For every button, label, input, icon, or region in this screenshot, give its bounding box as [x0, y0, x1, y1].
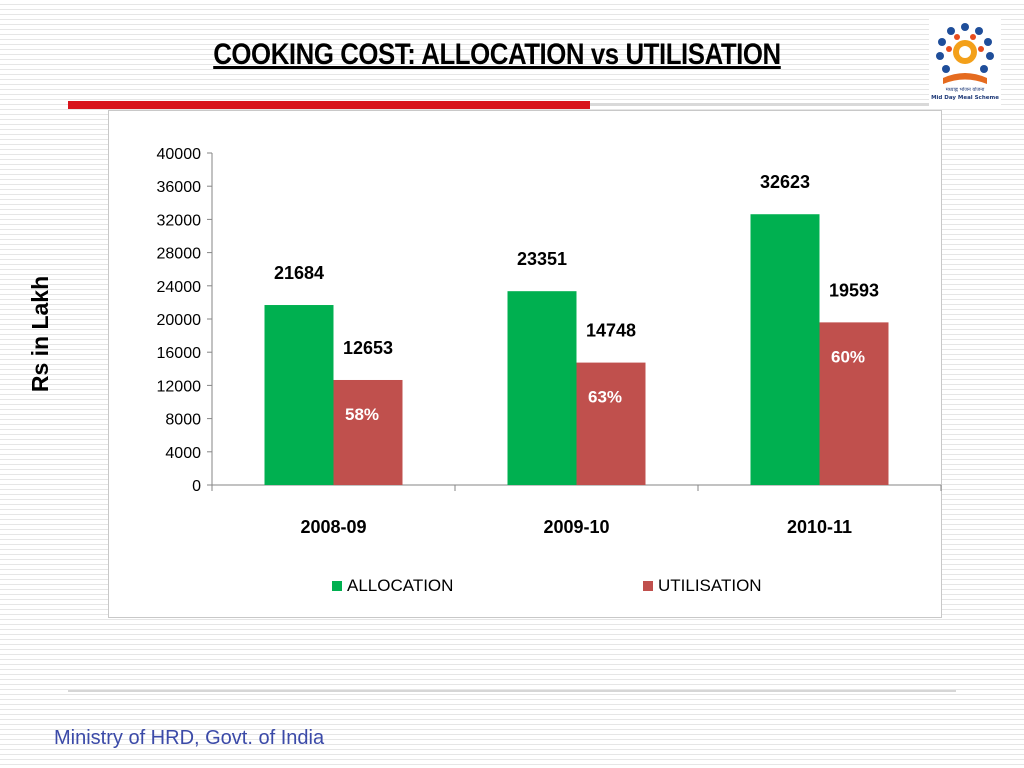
y-tick-label: 36000 [157, 179, 202, 196]
percent-label-utilisation: 60% [831, 347, 865, 366]
y-axis-label-wrap: Rs in Lakh [15, 254, 65, 414]
bar-allocation [507, 291, 577, 485]
y-tick-label: 24000 [157, 279, 202, 296]
percent-label-utilisation: 58% [345, 405, 379, 424]
logo-english-text: Mid Day Meal Scheme [931, 95, 999, 101]
y-tick-label: 4000 [165, 445, 201, 462]
legend-item-allocation: ALLOCATION [332, 574, 453, 598]
legend-swatch-utilisation [643, 581, 653, 591]
y-tick-label: 40000 [157, 146, 202, 163]
title-rule-gray [590, 103, 930, 106]
title-rule-red [68, 101, 590, 109]
data-label-utilisation: 12653 [343, 338, 393, 358]
data-label-allocation: 32623 [760, 172, 810, 192]
footer-text: Ministry of HRD, Govt. of India [54, 727, 325, 749]
chart-area: 0 4000 8000 12000 16000 20000 24000 28000 32000 3… [108, 110, 942, 618]
bar-utilisation [333, 379, 403, 485]
y-tick-label: 28000 [157, 246, 202, 263]
y-tick-label: 20000 [157, 312, 202, 329]
y-tick-label: 16000 [157, 345, 202, 362]
data-label-allocation: 21684 [274, 263, 324, 283]
y-tick-label: 32000 [157, 212, 202, 229]
bar-chart: 0 4000 8000 12000 16000 20000 24000 28000 32000 3… [157, 146, 942, 537]
bar-utilisation [819, 322, 889, 485]
slide-title: COOKING COST: ALLOCATION vs UTILISATION [213, 38, 781, 71]
x-tick-label: 2009-10 [543, 517, 609, 537]
legend-label-utilisation: UTILISATION [658, 576, 762, 595]
bar-utilisation [576, 362, 646, 485]
footer-rule [68, 690, 956, 692]
percent-label-utilisation: 63% [588, 388, 622, 407]
mid-day-meal-logo-icon: मध्याह्न भोजन योजना Mid Day Meal Scheme [929, 18, 1001, 106]
y-tick-label: 0 [192, 478, 201, 495]
x-tick-label: 2010-11 [787, 517, 852, 537]
bar-allocation [750, 214, 820, 485]
data-label-utilisation: 19593 [829, 280, 879, 300]
data-label-allocation: 23351 [517, 249, 567, 269]
y-axis-label: Rs in Lakh [27, 275, 53, 393]
y-tick-label: 12000 [157, 378, 202, 395]
data-label-utilisation: 14748 [586, 321, 636, 341]
y-tick-label: 8000 [165, 412, 201, 429]
bar-allocation [264, 305, 334, 485]
legend-swatch-allocation [332, 581, 342, 591]
legend-label-allocation: ALLOCATION [347, 576, 454, 595]
legend-item-utilisation: UTILISATION [643, 574, 762, 598]
x-tick-label: 2008-09 [300, 517, 366, 537]
logo-hindi-text: मध्याह्न भोजन योजना [945, 87, 985, 93]
